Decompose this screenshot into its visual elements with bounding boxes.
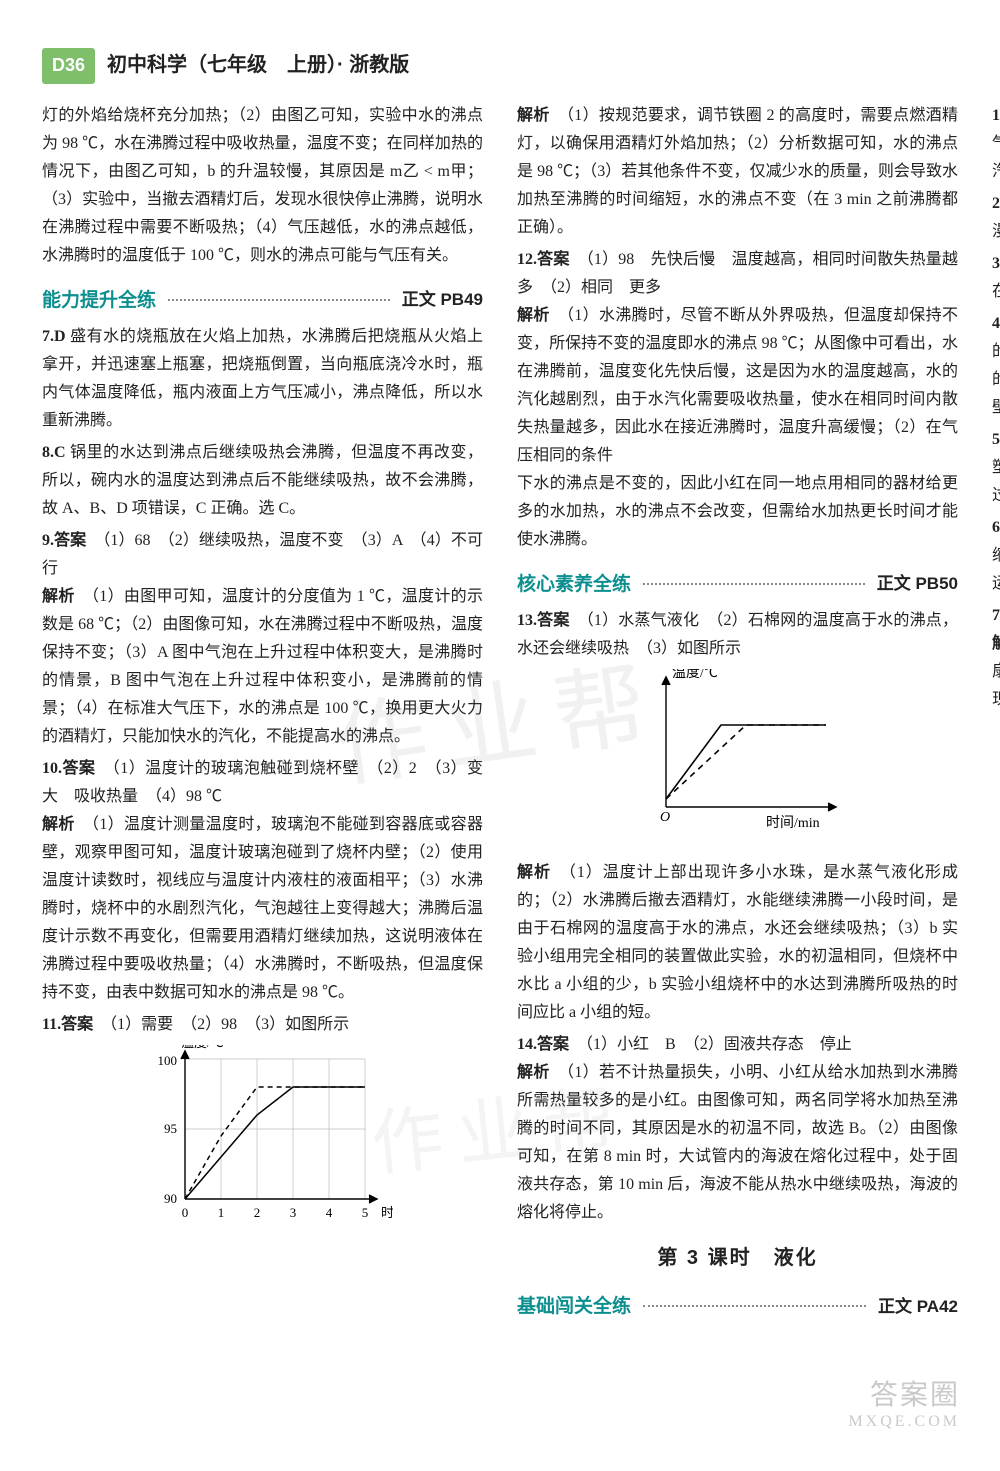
answer-text: （1）98 先快后慢 温度越高，相同时间散失热量越多 （2）相同 更多 [517,251,958,296]
y-axis-label: 温度/℃ [672,669,718,681]
answer-text: （1）水蒸气液化 （2）石棉网的温度高于水的沸点，水还会继续吸热 （3）如图所示 [517,612,958,657]
answer-text: （1）68 （2）继续吸热，温度不变 （3）A （4）不可行 [42,532,483,577]
q-num: 6.B [992,519,1000,536]
svg-text:95: 95 [164,1121,177,1136]
section-title: 能力提升全练 [42,284,156,317]
answer-label: 答案 [61,1016,93,1033]
section-basic: 基础闯关全练 正文 PA42 [517,1290,958,1323]
dots [643,583,865,585]
q11-ans: 11.答案 （1）需要 （2）98 （3）如图所示 [42,1011,483,1039]
page-badge: D36 [42,48,95,84]
b2: 2.A 雾是由空气中的水蒸气在地表附近遇冷液化为小水珠并弥漫在空中形成的。 [992,190,1000,246]
explain-label: 解析 [992,635,1000,652]
svg-text:1: 1 [217,1205,224,1220]
svg-text:O: O [660,810,670,825]
section-lesson3: 第 3 课时 液化 [517,1241,958,1276]
explain-text: （1）由图甲可知，温度计的分度值为 1 ℃，温度计的示数是 68 ℃；（2）由图… [42,588,483,745]
chart-svg: 90 95 100 0 1 2 3 4 5 时间/min 温度/℃ [133,1045,393,1235]
q11-chart: 90 95 100 0 1 2 3 4 5 时间/min 温度/℃ [42,1045,483,1245]
q-num: 7. [992,607,1000,624]
section-ref: 正文 PA42 [878,1292,958,1322]
q8: 8.C 锅里的水达到沸点后继续吸热会沸腾，但温度不再改变，所以，碗内水的温度达到… [42,439,483,523]
explain-text: （1）按规范要求，调节铁圈 2 的高度时，需要点燃酒精灯，以确保用酒精灯外焰加热… [517,107,958,236]
explain-label: 解析 [517,1064,550,1081]
footer-url: MXQE.COM [848,1412,960,1431]
carryover-right: 下水的沸点是不变的，因此小红在同一地点用相同的器材给更多的水加热，水的沸点不会改… [517,470,958,554]
explain-text: （1）若不计热量损失，小明、小红从给水加热到水沸腾所需热量较多的是小红。由图像可… [517,1064,958,1221]
b3: 3.B 镜面的温度比室内温度略高，使室内空气中的水蒸气不会在镜面发生液化。本题应… [992,250,1000,306]
svg-text:90: 90 [164,1191,177,1206]
q14: 14.答案 （1）小红 B （2）固液共存态 停止 解析 （1）若不计热量损失，… [517,1031,958,1227]
q9: 9.答案 （1）68 （2）继续吸热，温度不变 （3）A （4）不可行 解析 （… [42,527,483,751]
q-text: 盛有水的烧瓶放在火焰上加热，水沸腾后把烧瓶从火焰上拿开，并迅速塞上瓶塞，把烧瓶倒… [42,328,483,429]
x-axis-label: 时间/min [766,815,820,831]
explain-label: 解析 [517,107,550,124]
q13-exp: 解析 （1）温度计上部出现许多小水珠，是水蒸气液化形成的；（2）水沸腾后撤去酒精… [517,859,958,1027]
chart-svg: O 时间/min 温度/℃ [618,669,858,839]
q-num: 2.A [992,195,1000,212]
q13-ans: 13.答案 （1）水蒸气液化 （2）石棉网的温度高于水的沸点，水还会继续吸热 （… [517,607,958,663]
answer-label: 答案 [537,1036,569,1053]
svg-text:4: 4 [325,1205,332,1220]
svg-text:5: 5 [361,1205,368,1220]
svg-text:3: 3 [289,1205,296,1220]
q-num: 8.C [42,444,66,461]
answer-text: （1）温度计的玻璃泡触碰到烧杯壁 （2）2 （3）变大 吸收热量 （4）98 ℃ [42,760,483,805]
q-num: 1.A [992,107,1000,124]
b4: 4.D 夏天，空气中温度较高的水蒸气遇到温度很低的装有冰水的甲烧杯，会液化成小水… [992,310,1000,422]
explain-label: 解析 [42,588,75,605]
b6: 6.B 制冷剂进入蒸发器的管子里迅速汽化、吸热，制冷剂被压缩机压入冷凝器后，会液… [992,514,1000,598]
explain-text: （1）水沸腾时，尽管不断从外界吸热，但温度却保持不变，所保持不变的温度即水的沸点… [517,307,958,464]
section-title: 第 3 课时 液化 [517,1241,958,1276]
y-axis-label: 温度/℃ [181,1045,224,1050]
section-title: 核心素养全练 [517,568,631,601]
q-num: 14. [517,1036,537,1053]
q-num: 11. [42,1016,61,1033]
q-num: 3.B [992,255,1000,272]
q-num: 9. [42,532,54,549]
svg-text:100: 100 [157,1053,177,1068]
q-text: 锅里的水达到沸点后继续吸热会沸腾，但温度不再改变，所以，碗内水的温度达到沸点后不… [42,444,483,517]
explain-text: （1）温度计测量温度时，玻璃泡不能碰到容器底或容器壁，观察甲图可知，温度计玻璃泡… [42,816,483,1001]
page-header: D36 初中科学（七年级 上册）· 浙教版 [42,48,958,84]
q13-chart: O 时间/min 温度/℃ [517,669,958,849]
q12: 12.答案 （1）98 先快后慢 温度越高，相同时间散失热量越多 （2）相同 更… [517,246,958,470]
x-axis-label: 时间/min [381,1205,393,1220]
q-num: 5.C [992,431,1000,448]
q-num: 13. [517,612,537,629]
b7: 7.答案 液化 汽化 解析 墙壁瓷砖上的小水珠，是水蒸气液化形成的；开启电风扇，… [992,602,1000,714]
section-ability: 能力提升全练 正文 PB49 [42,284,483,317]
q-num: 7.D [42,328,66,345]
q7: 7.D 盛有水的烧瓶放在火焰上加热，水沸腾后把烧瓶从火焰上拿开，并迅速塞上瓶塞，… [42,323,483,435]
q-num: 4.D [992,315,1000,332]
svg-text:0: 0 [181,1205,188,1220]
answer-label: 答案 [537,251,570,268]
section-ref: 正文 PB49 [402,285,483,315]
content-columns: 灯的外焰给烧杯充分加热；（2）由图乙可知，实验中水的沸点为 98 ℃，水在沸腾过… [42,102,958,1392]
answer-label: 答案 [62,760,95,777]
section-core: 核心素养全练 正文 PB50 [517,568,958,601]
section-ref: 正文 PB50 [877,569,958,599]
section-title: 基础闯关全练 [517,1290,631,1323]
answer-text: （1）需要 （2）98 （3）如图所示 [109,1016,349,1033]
answer-label: 答案 [54,532,86,549]
dots [168,299,390,301]
b5: 5.C 坑里面沙中的水分汽化为水蒸气，水蒸气遇到温度较低的塑料薄膜液化成小水滴，… [992,426,1000,510]
answer-text: （1）小红 B （2）固液共存态 停止 [585,1036,852,1053]
answer-label: 答案 [537,612,570,629]
explain-label: 解析 [42,816,75,833]
q-num: 10. [42,760,62,777]
q-num: 12. [517,251,537,268]
explain-text: （1）温度计上部出现许多小水珠，是水蒸气液化形成的；（2）水沸腾后撤去酒精灯，水… [517,864,958,1021]
explain-label: 解析 [517,864,551,881]
b1: 1.A 夏天剥开雪糕包装纸后会看到冒“白气”，是空气中的水蒸气液化形成的，随后“… [992,102,1000,186]
q10: 10.答案 （1）温度计的玻璃泡触碰到烧杯壁 （2）2 （3）变大 吸收热量 （… [42,755,483,1007]
carryover-left: 灯的外焰给烧杯充分加热；（2）由图乙可知，实验中水的沸点为 98 ℃，水在沸腾过… [42,102,483,270]
svg-text:2: 2 [253,1205,260,1220]
dots [643,1305,866,1307]
explain-label: 解析 [517,307,550,324]
page-header-title: 初中科学（七年级 上册）· 浙教版 [107,48,409,83]
q11-exp: 解析 （1）按规范要求，调节铁圈 2 的高度时，需要点燃酒精灯，以确保用酒精灯外… [517,102,958,242]
